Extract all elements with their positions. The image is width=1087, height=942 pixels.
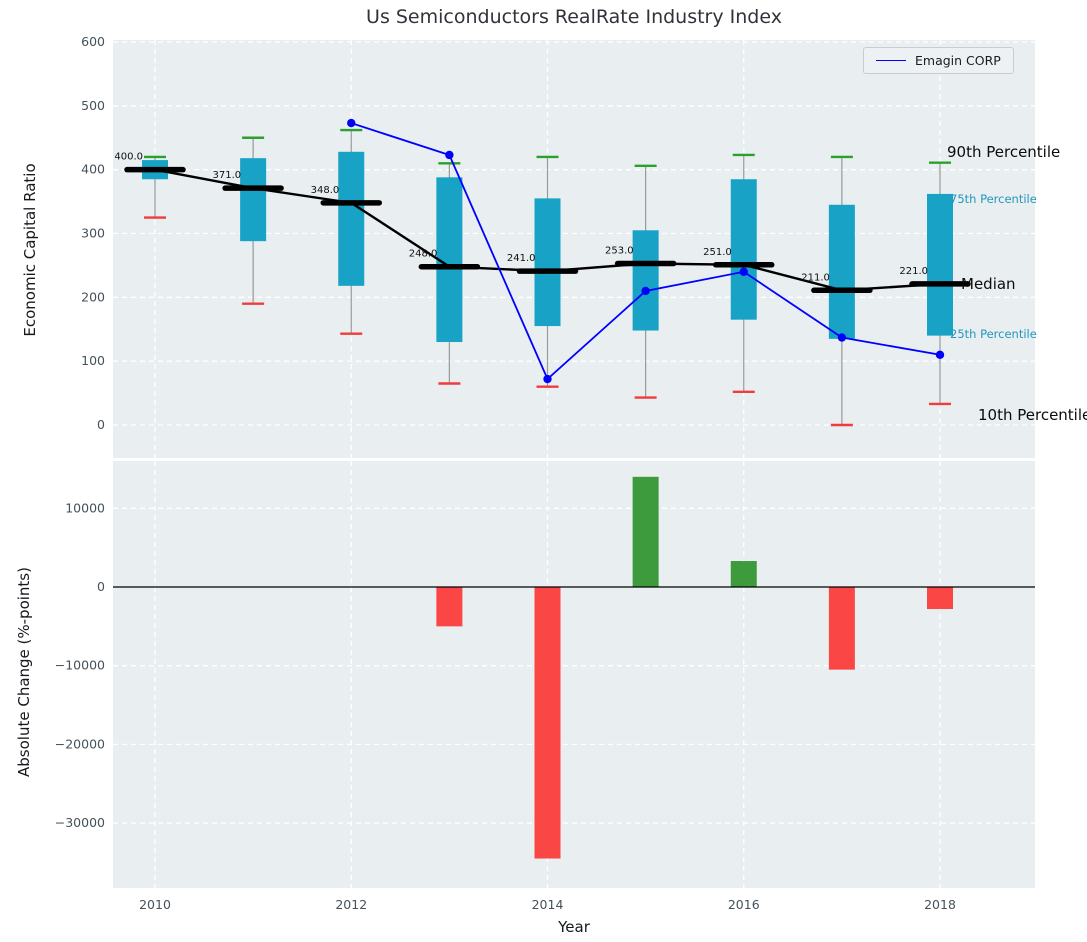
median-value-label: 400.0 [114,152,143,163]
annotation-75th-percentile: 75th Percentile [950,192,1037,206]
change-bar [927,587,953,610]
percentile-box [828,204,855,339]
median-value-label: 253.0 [605,246,634,257]
percentile-box [730,179,757,320]
tick-label: 10000 [65,500,105,515]
percentile-box [338,151,365,286]
percentile-box [632,230,659,331]
emagin-point [641,286,650,296]
median-value-label: 248.0 [409,249,438,260]
bottom-axes-background [113,461,1035,888]
tick-label: 2010 [139,897,171,912]
median-value-label: 211.0 [801,272,830,283]
emagin-point [935,350,945,359]
tick-label: 100 [81,353,105,368]
median-value-label: 221.0 [899,266,928,277]
y-axis-label-top: Economic Capital Ratio [21,163,39,337]
tick-label: 0 [97,579,105,594]
legend: Emagin CORP [863,47,1014,74]
median-value-label: 371.0 [212,170,241,181]
legend-label: Emagin CORP [915,53,1001,68]
percentile-box [927,193,953,336]
median-value-label: 251.0 [703,247,732,258]
y-axis-label-bottom: Absolute Change (%-points) [15,567,33,777]
tick-label: −30000 [55,815,105,830]
tick-label: 2012 [335,897,367,912]
tick-label: 400 [81,162,105,177]
tick-label: −10000 [55,658,105,673]
emagin-point [347,118,356,128]
emagin-point [739,267,748,276]
x-axis-label: Year [558,918,590,936]
percentile-box [240,158,267,242]
median-value-label: 348.0 [311,185,340,196]
annotation-10th-percentile: 10th Percentile [978,406,1087,424]
tick-label: 0 [97,417,105,432]
annotation-median: Median [961,275,1016,293]
tick-label: 200 [81,289,105,304]
emagin-point [837,333,847,342]
emagin-point [543,374,552,384]
tick-label: −20000 [55,736,105,751]
emagin-point [445,150,454,160]
tick-label: 2014 [532,897,564,912]
percentile-box [534,198,561,327]
change-bar [632,476,659,587]
tick-label: 2018 [924,897,956,912]
tick-label: 300 [81,226,105,241]
change-bar [436,587,463,627]
tick-label: 600 [81,34,105,49]
change-bar [828,587,855,670]
change-bar [534,587,561,859]
annotation-90th-percentile: 90th Percentile [947,143,1061,161]
chart-title: Us Semiconductors RealRate Industry Inde… [366,6,782,28]
median-value-label: 241.0 [507,253,536,264]
top-axes-background [113,40,1035,458]
legend-line-sample [876,60,906,61]
annotation-25th-percentile: 25th Percentile [950,327,1037,341]
tick-label: 500 [81,98,105,113]
tick-label: 2016 [728,897,760,912]
change-bar [730,561,757,587]
